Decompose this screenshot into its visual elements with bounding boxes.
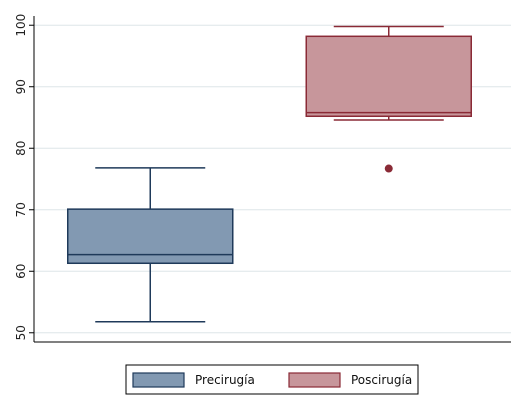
legend-label-1: Precirugía: [195, 373, 255, 387]
y-tick-label-60: 60: [14, 264, 28, 279]
legend-swatch-2: [288, 372, 341, 388]
box-2: [305, 25, 472, 173]
y-tick-label-70: 70: [14, 202, 28, 217]
outlier-2-1: [384, 164, 393, 173]
y-tick-label-50: 50: [14, 325, 28, 340]
y-tick-label-90: 90: [14, 79, 28, 94]
axes: 50 60 70 80 90 100: [14, 14, 511, 343]
y-tick-label-100: 100: [14, 14, 28, 37]
legend-swatch-1: [132, 372, 185, 388]
box-1: [67, 167, 234, 323]
boxes: [67, 25, 472, 323]
y-tick-label-80: 80: [14, 141, 28, 156]
iqr-box-2: [305, 35, 472, 118]
legend: Precirugía Poscirugía: [125, 364, 419, 395]
legend-label-2: Poscirugía: [351, 373, 412, 387]
